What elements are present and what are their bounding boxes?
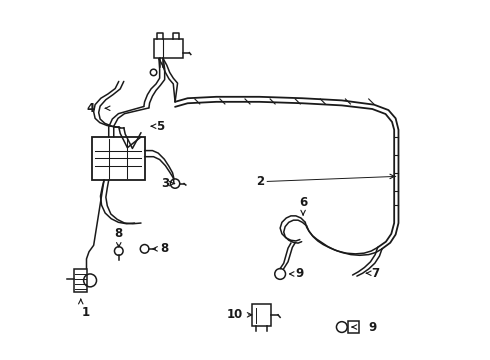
Text: 10: 10 (227, 308, 243, 321)
Text: 1: 1 (81, 306, 90, 319)
Text: 3: 3 (162, 177, 170, 190)
Bar (74, 269, 87, 292)
Bar (252, 304, 271, 326)
Bar (348, 320, 359, 333)
Text: 2: 2 (257, 175, 265, 188)
Text: 9: 9 (368, 320, 377, 333)
Text: 4: 4 (87, 102, 95, 115)
Text: 8: 8 (115, 227, 123, 240)
Bar (153, 40, 183, 58)
Text: 7: 7 (371, 267, 379, 280)
Bar (92, 137, 145, 180)
Text: 6: 6 (299, 197, 307, 210)
Text: 8: 8 (161, 242, 169, 255)
Text: 5: 5 (156, 120, 164, 133)
Text: 9: 9 (295, 267, 303, 280)
